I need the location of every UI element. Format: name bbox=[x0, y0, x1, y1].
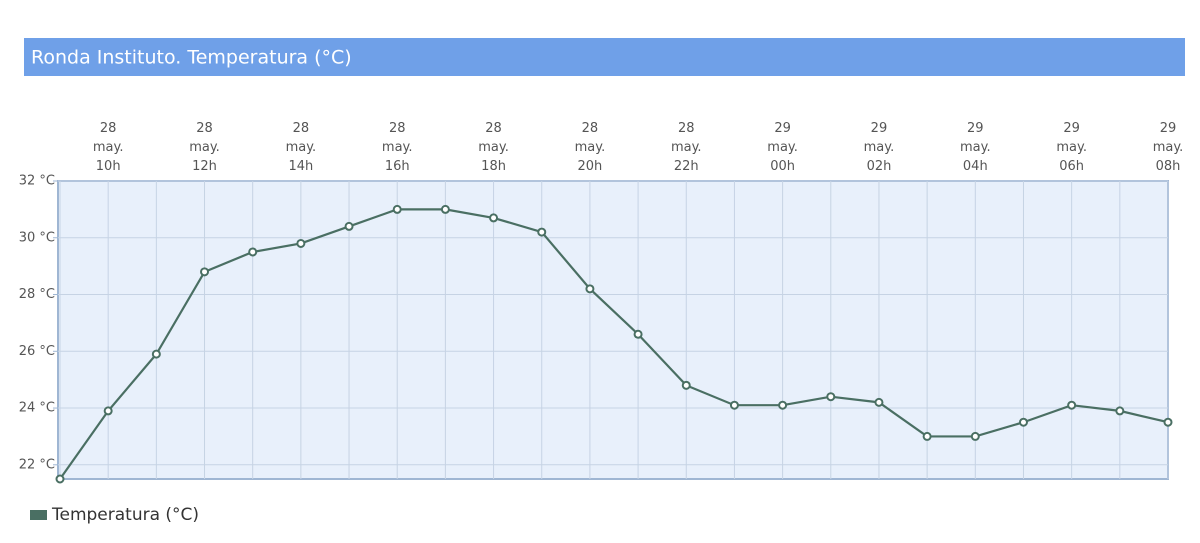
x-tick-line: 28 bbox=[582, 121, 599, 136]
x-tick-line: 29 bbox=[1063, 121, 1080, 136]
legend-swatch bbox=[30, 510, 47, 520]
data-point bbox=[778, 400, 788, 410]
data-point bbox=[681, 380, 691, 390]
x-tick-line: may. bbox=[93, 140, 124, 155]
data-point bbox=[248, 247, 258, 257]
x-tick-line: may. bbox=[864, 140, 895, 155]
data-point bbox=[1067, 400, 1077, 410]
x-tick-line: 18h bbox=[481, 159, 506, 174]
x-tick-line: 29 bbox=[871, 121, 888, 136]
data-point bbox=[970, 431, 980, 441]
x-tick-line: 29 bbox=[967, 121, 984, 136]
x-tick-label: 28 may. 14h bbox=[286, 121, 317, 174]
data-point bbox=[489, 213, 499, 223]
data-point bbox=[874, 397, 884, 407]
x-tick-line: may. bbox=[478, 140, 509, 155]
x-tick-line: may. bbox=[575, 140, 606, 155]
data-point bbox=[729, 400, 739, 410]
title-bar bbox=[24, 38, 1185, 76]
x-tick-line: 20h bbox=[578, 159, 603, 174]
x-tick-line: 28 bbox=[196, 121, 213, 136]
x-tick-line: 14h bbox=[288, 159, 313, 174]
y-tick-label: 26 °C bbox=[19, 344, 55, 359]
x-tick-line: 28 bbox=[485, 121, 502, 136]
data-point bbox=[200, 267, 210, 277]
data-point bbox=[585, 284, 595, 294]
x-tick-label: 28 may. 18h bbox=[478, 121, 509, 174]
x-tick-line: may. bbox=[1056, 140, 1087, 155]
y-tick-label: 30 °C bbox=[19, 230, 55, 245]
x-tick-label: 28 may. 22h bbox=[671, 121, 702, 174]
x-tick-line: may. bbox=[767, 140, 798, 155]
data-point bbox=[1115, 406, 1125, 416]
y-tick-label: 22 °C bbox=[19, 457, 55, 472]
x-tick-line: 04h bbox=[963, 159, 988, 174]
x-tick-line: 28 bbox=[100, 121, 117, 136]
x-tick-line: 22h bbox=[674, 159, 699, 174]
x-tick-label: 29 may. 06h bbox=[1056, 121, 1087, 174]
data-point bbox=[1018, 417, 1028, 427]
y-tick-label: 28 °C bbox=[19, 287, 55, 302]
x-tick-line: 29 bbox=[774, 121, 791, 136]
chart-title: Ronda Instituto. Temperatura (°C) bbox=[31, 47, 352, 69]
x-tick-line: 16h bbox=[385, 159, 410, 174]
data-point bbox=[151, 349, 161, 359]
plot-area bbox=[57, 180, 1169, 480]
x-tick-line: 00h bbox=[770, 159, 795, 174]
x-tick-label: 28 may. 12h bbox=[189, 121, 220, 174]
x-tick-line: 28 bbox=[389, 121, 406, 136]
x-tick-label: 29 may. 00h bbox=[767, 121, 798, 174]
x-tick-line: 28 bbox=[678, 121, 695, 136]
x-tick-line: 06h bbox=[1059, 159, 1084, 174]
data-point bbox=[440, 204, 450, 214]
data-point bbox=[392, 204, 402, 214]
data-point bbox=[537, 227, 547, 237]
x-tick-label: 29 may. 04h bbox=[960, 121, 991, 174]
x-tick-line: 02h bbox=[867, 159, 892, 174]
data-point bbox=[633, 329, 643, 339]
x-tick-line: 12h bbox=[192, 159, 217, 174]
x-tick-line: may. bbox=[382, 140, 413, 155]
data-point bbox=[55, 474, 65, 484]
x-tick-line: may. bbox=[1153, 140, 1184, 155]
x-tick-line: may. bbox=[960, 140, 991, 155]
y-tick-label: 32 °C bbox=[19, 174, 55, 189]
x-tick-line: may. bbox=[671, 140, 702, 155]
data-point bbox=[826, 392, 836, 402]
x-tick-label: 29 may. 02h bbox=[864, 121, 895, 174]
legend-label: Temperatura (°C) bbox=[51, 505, 199, 525]
x-tick-line: 29 bbox=[1160, 121, 1177, 136]
x-tick-label: 28 may. 16h bbox=[382, 121, 413, 174]
temperature-line bbox=[59, 208, 1169, 480]
data-point bbox=[1163, 417, 1173, 427]
x-tick-line: may. bbox=[286, 140, 317, 155]
y-tick-label: 24 °C bbox=[19, 401, 55, 416]
data-point bbox=[103, 406, 113, 416]
x-tick-line: may. bbox=[189, 140, 220, 155]
x-tick-line: 10h bbox=[96, 159, 121, 174]
data-point bbox=[296, 238, 306, 248]
x-tick-line: 28 bbox=[293, 121, 310, 136]
data-point bbox=[344, 221, 354, 231]
x-tick-label: 28 may. 20h bbox=[575, 121, 606, 174]
x-tick-label: 28 may. 10h bbox=[93, 121, 124, 174]
x-tick-line: 08h bbox=[1156, 159, 1181, 174]
data-point bbox=[922, 431, 932, 441]
x-tick-label: 29 may. 08h bbox=[1153, 121, 1184, 174]
